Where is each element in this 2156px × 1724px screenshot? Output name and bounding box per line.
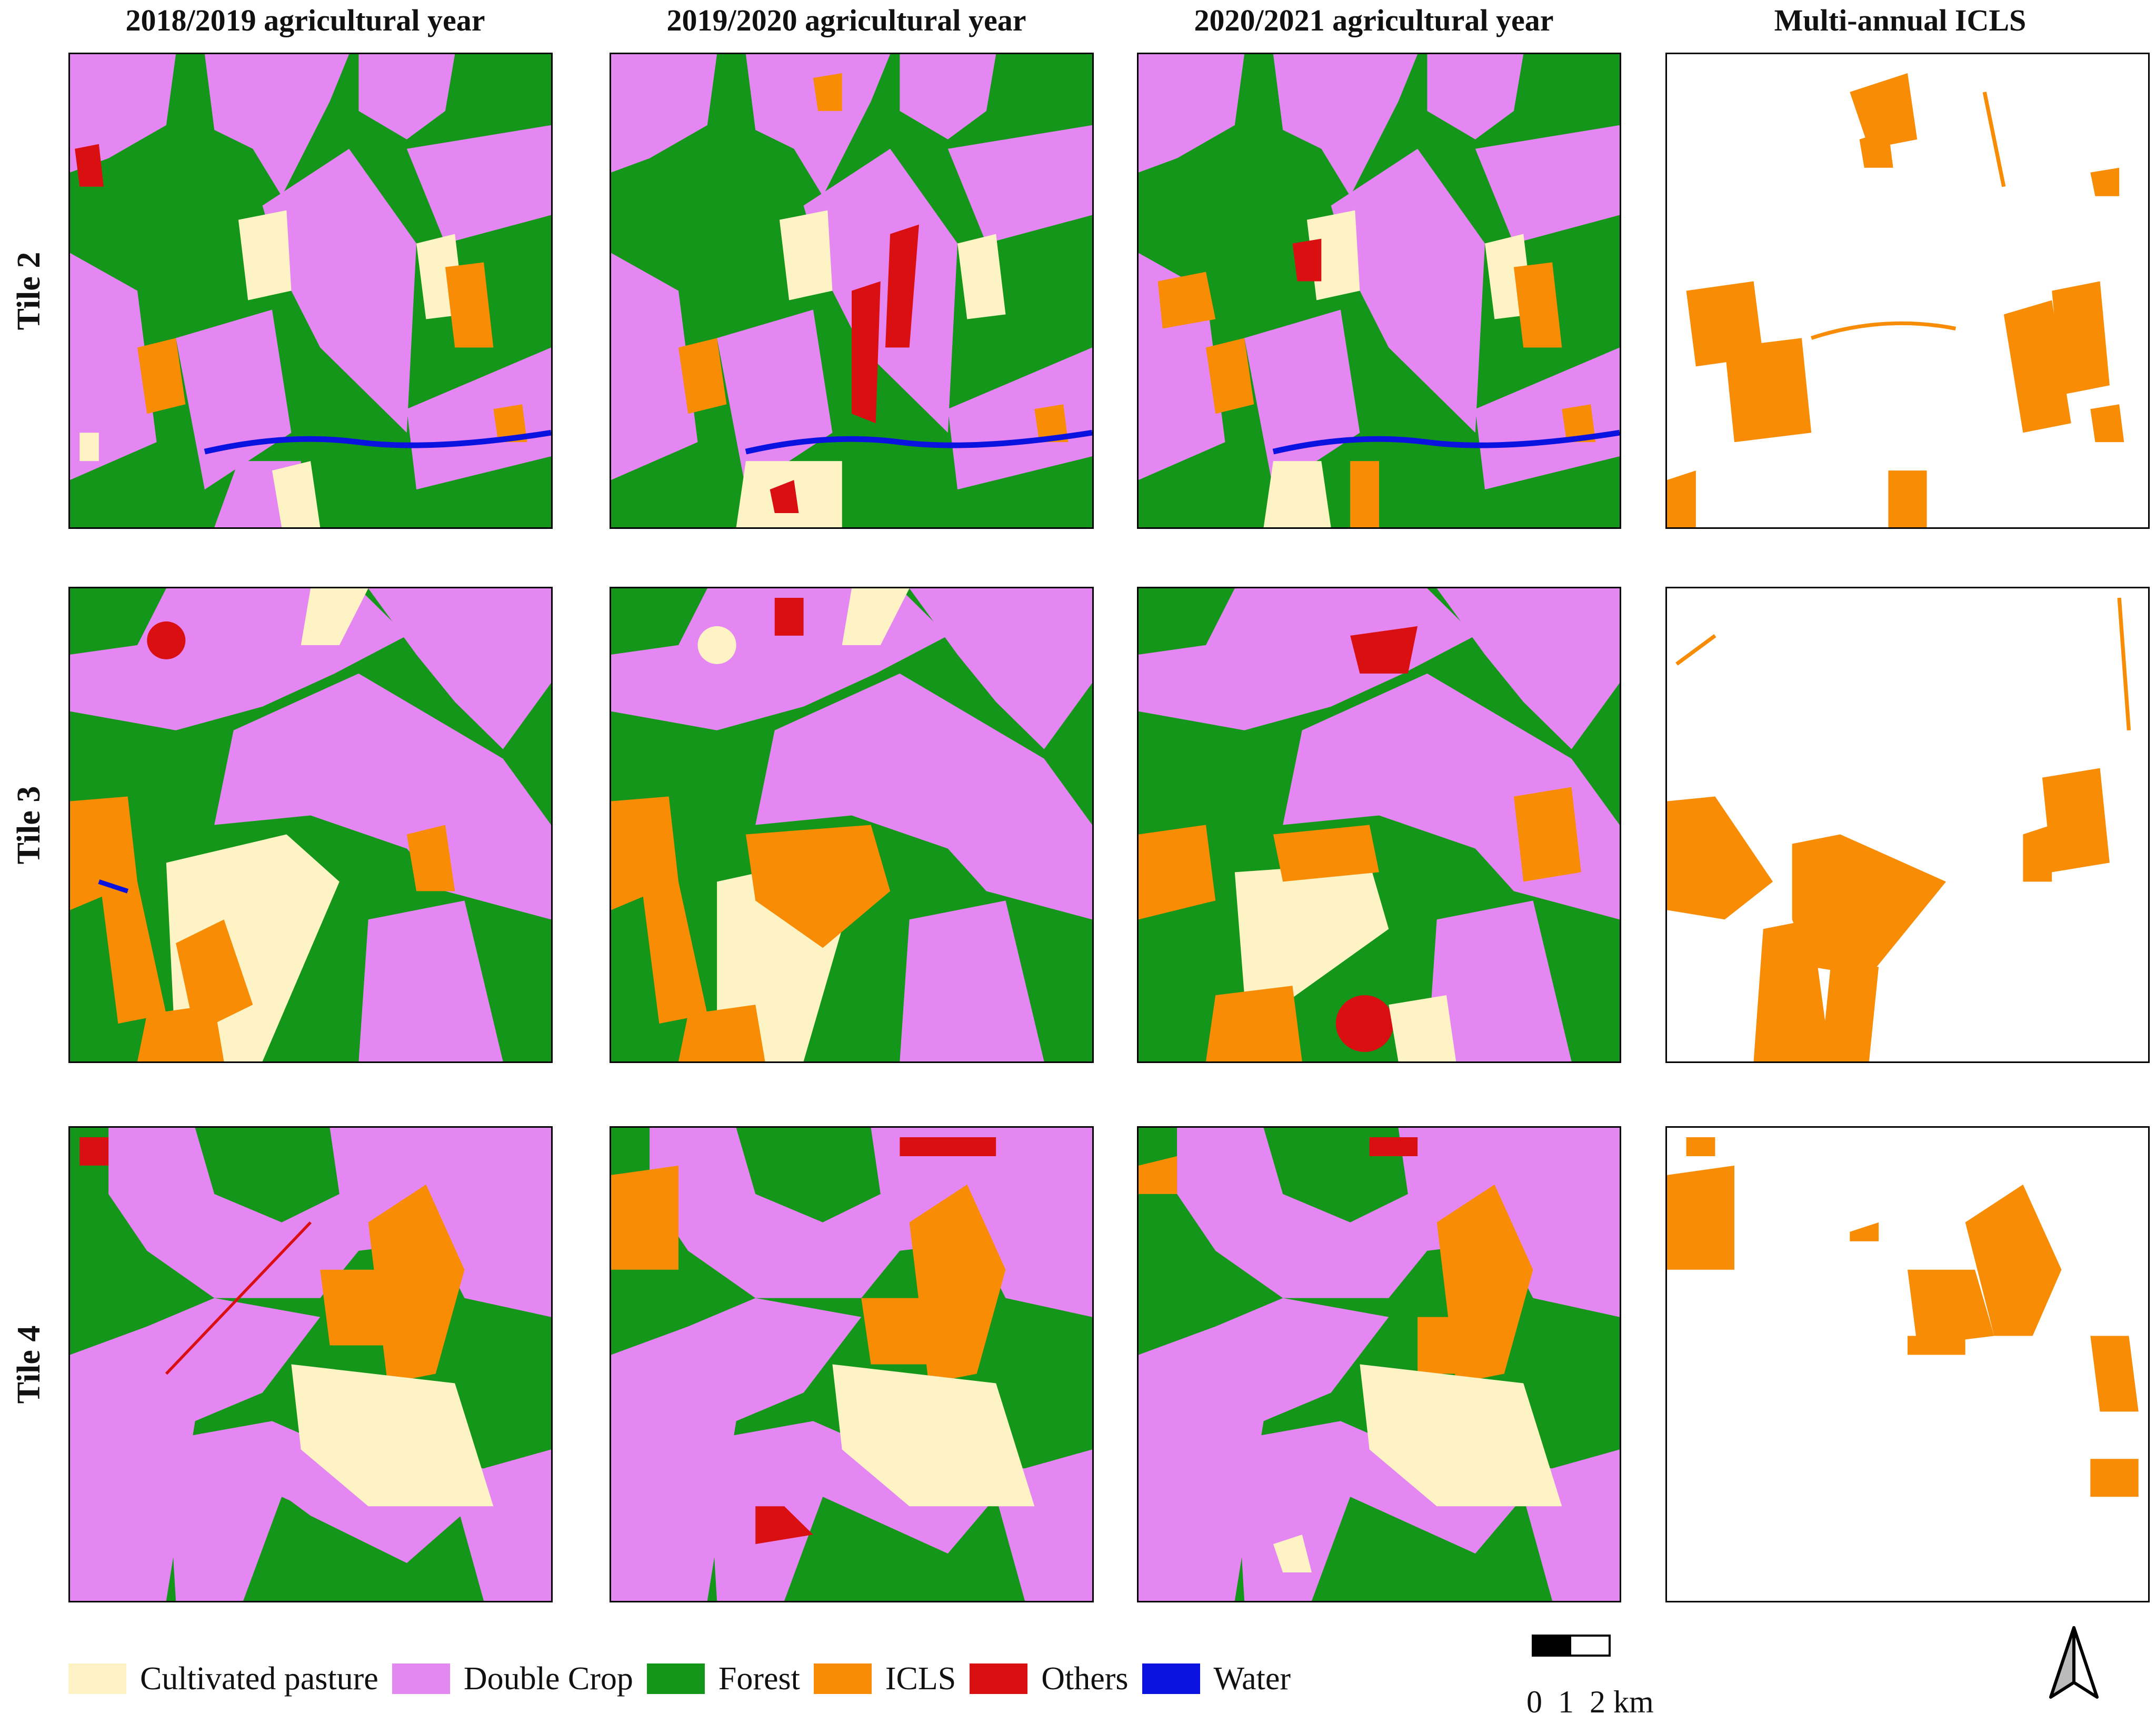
row-label-tile-3: Tile 3 [0, 587, 58, 1063]
legend-swatch-double-crop [392, 1663, 450, 1694]
map-tile-3-2020-2021 [1137, 587, 1621, 1063]
column-header-2020-2021: 2020/2021 agricultural year [1194, 3, 1554, 37]
map-tile-2-2019-2020 [610, 53, 1094, 529]
map-tile-3-multi-annual-icls [1665, 587, 2150, 1063]
legend-label-cultivated-pasture: Cultivated pasture [140, 1660, 378, 1697]
map-tile-2-2020-2021 [1137, 53, 1621, 529]
legend-swatch-icls [813, 1663, 872, 1694]
map-tile-4-2018-2019 [68, 1126, 553, 1602]
legend-item-double-crop: Double Crop [392, 1660, 633, 1698]
row-label-tile-3-text: Tile 3 [11, 786, 47, 864]
legend-swatch-others [970, 1663, 1028, 1694]
row-label-tile-4: Tile 4 [0, 1126, 58, 1602]
map-tile-4-2020-2021 [1137, 1126, 1621, 1602]
map-tile-3-2019-2020 [610, 587, 1094, 1063]
legend-swatch-water [1142, 1663, 1200, 1694]
legend-item-water: Water [1142, 1660, 1291, 1698]
legend-label-others: Others [1041, 1660, 1129, 1697]
legend-label-water: Water [1213, 1660, 1291, 1697]
map-tile-4-2019-2020 [610, 1126, 1094, 1602]
legend-item-cultivated-pasture: Cultivated pasture [68, 1660, 378, 1698]
legend-item-others: Others [970, 1660, 1129, 1698]
legend: Cultivated pasture Double Crop Forest IC… [68, 1658, 1304, 1700]
legend-label-icls: ICLS [885, 1660, 956, 1697]
column-header-multi-annual-icls: Multi-annual ICLS [1774, 3, 2027, 37]
legend-swatch-cultivated-pasture [68, 1663, 126, 1694]
scale-bar [1532, 1635, 1611, 1657]
map-tile-4-multi-annual-icls [1665, 1126, 2150, 1602]
scale-bar-labels: 0 1 2 km [1526, 1685, 1654, 1719]
map-tile-2-multi-annual-icls [1665, 53, 2150, 529]
column-header-2018-2019: 2018/2019 agricultural year [125, 3, 485, 37]
scale-bar-graphic [1532, 1635, 1611, 1657]
legend-swatch-forest [646, 1663, 705, 1694]
map-tile-2-2018-2019 [68, 53, 553, 529]
legend-item-icls: ICLS [813, 1660, 956, 1698]
legend-item-forest: Forest [646, 1660, 800, 1698]
legend-label-double-crop: Double Crop [463, 1660, 633, 1697]
north-arrow-icon [2042, 1623, 2105, 1702]
legend-label-forest: Forest [718, 1660, 800, 1697]
row-label-tile-2-text: Tile 2 [11, 252, 47, 330]
row-label-tile-4-text: Tile 4 [11, 1325, 47, 1404]
map-tile-3-2018-2019 [68, 587, 553, 1063]
row-label-tile-2: Tile 2 [0, 53, 58, 529]
column-header-2019-2020: 2019/2020 agricultural year [666, 3, 1026, 37]
